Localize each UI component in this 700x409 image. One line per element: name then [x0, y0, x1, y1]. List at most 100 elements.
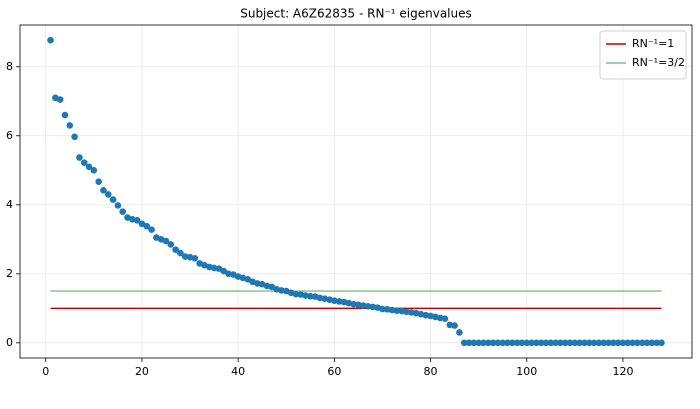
legend-label: RN⁻¹=3/2	[632, 56, 685, 69]
point	[518, 339, 526, 347]
point	[307, 292, 314, 300]
point	[653, 339, 660, 347]
point	[292, 290, 300, 298]
y-tick-label: 2	[6, 267, 13, 280]
point	[629, 339, 636, 347]
point	[104, 191, 112, 198]
point	[302, 292, 309, 299]
point	[643, 339, 651, 347]
point	[393, 307, 401, 315]
point	[133, 217, 141, 224]
point	[484, 339, 492, 347]
point	[143, 222, 151, 230]
point	[509, 339, 516, 347]
point	[100, 186, 107, 194]
point	[350, 300, 357, 308]
point	[162, 237, 170, 245]
point	[489, 339, 497, 347]
point	[499, 339, 507, 347]
point	[278, 287, 285, 294]
point	[331, 297, 338, 305]
point	[66, 122, 74, 129]
point	[436, 314, 444, 322]
point	[480, 339, 487, 347]
point	[172, 246, 179, 253]
point	[398, 307, 405, 315]
x-tick-label: 20	[135, 365, 149, 378]
point	[90, 166, 98, 174]
point	[494, 339, 502, 347]
x-tick-label: 0	[42, 365, 49, 378]
point	[537, 339, 545, 347]
point	[47, 36, 54, 44]
point	[316, 294, 324, 302]
point	[422, 311, 430, 319]
point	[85, 163, 93, 171]
point	[167, 241, 175, 248]
point	[148, 226, 155, 233]
point	[513, 339, 521, 347]
point	[533, 339, 540, 347]
point	[364, 302, 372, 310]
point	[465, 339, 473, 347]
y-tick-label: 6	[6, 129, 13, 142]
point	[475, 339, 482, 347]
x-tick-label: 80	[424, 365, 438, 378]
point	[383, 306, 391, 313]
point	[408, 309, 415, 316]
point	[600, 339, 608, 347]
point	[446, 321, 454, 329]
point	[181, 253, 189, 260]
point	[71, 133, 78, 141]
point	[552, 339, 559, 347]
point	[460, 339, 468, 347]
point	[648, 339, 656, 347]
chart-title: Subject: A6Z62835 - RN⁻¹ eigenvalues	[240, 7, 472, 21]
point	[634, 339, 641, 347]
point	[614, 339, 622, 347]
point	[210, 264, 218, 272]
point	[359, 302, 367, 309]
point	[619, 339, 627, 347]
point	[576, 339, 583, 347]
point	[547, 339, 555, 347]
point	[542, 339, 550, 347]
x-tick-label: 120	[612, 365, 633, 378]
point	[403, 308, 410, 316]
point	[581, 339, 588, 347]
y-tick-label: 4	[6, 198, 13, 211]
point	[109, 196, 117, 203]
point	[638, 339, 646, 347]
point	[369, 303, 377, 311]
point	[441, 315, 449, 322]
point	[610, 339, 617, 347]
point	[56, 96, 64, 103]
point	[119, 208, 127, 215]
point	[528, 339, 535, 347]
point	[557, 339, 564, 347]
point	[114, 202, 122, 209]
point	[658, 339, 665, 347]
point	[225, 270, 232, 278]
point	[590, 339, 598, 347]
legend-box	[599, 30, 687, 80]
point	[254, 280, 261, 287]
point	[523, 339, 531, 347]
point	[335, 298, 343, 305]
point	[191, 254, 199, 262]
x-tick-label: 40	[231, 365, 245, 378]
legend-label: RN⁻¹=1	[632, 37, 674, 50]
point	[220, 267, 228, 275]
x-tick-label: 60	[327, 365, 341, 378]
point	[504, 339, 511, 347]
point	[561, 339, 569, 347]
y-tick-label: 0	[6, 336, 13, 349]
point	[595, 339, 603, 347]
point	[571, 339, 579, 347]
point	[388, 306, 396, 314]
point	[76, 154, 83, 161]
point	[177, 249, 184, 257]
point	[451, 322, 458, 329]
